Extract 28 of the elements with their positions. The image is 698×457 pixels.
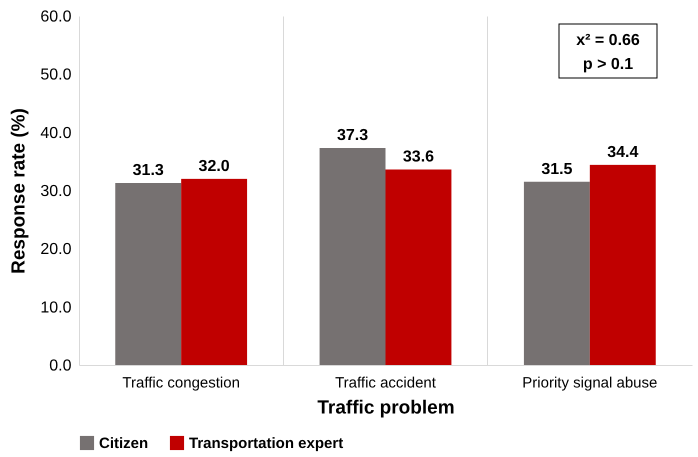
y-tick-label: 30.0 <box>40 183 72 200</box>
legend-label: Transportation expert <box>189 435 344 452</box>
x-tick-label: Traffic accident <box>335 374 437 392</box>
data-label: 37.3 <box>336 127 368 144</box>
data-label: 34.4 <box>607 144 638 161</box>
annotation: p > 0.1 <box>582 56 634 73</box>
x-tick-label: Priority signal abuse <box>522 374 658 392</box>
data-label: 32.0 <box>198 158 230 175</box>
y-tick-label: 0.0 <box>49 358 72 374</box>
data-label: 31.5 <box>541 160 573 178</box>
x-tick-label: Traffic congestion <box>122 374 240 392</box>
x-axis-title: Traffic problem <box>317 398 455 418</box>
legend-label: Citizen <box>99 435 148 452</box>
data-label: 33.6 <box>402 148 434 166</box>
y-axis-title: Response rate (%) <box>8 108 30 274</box>
bar <box>590 164 656 365</box>
bar <box>115 182 182 365</box>
bar <box>524 182 590 365</box>
bar <box>386 170 452 365</box>
y-tick-label: 10.0 <box>40 299 72 316</box>
y-tick-label: 60.0 <box>40 8 72 26</box>
annotation: x² = 0.66 <box>576 32 640 49</box>
bar <box>320 148 386 365</box>
data-label: 31.3 <box>132 162 164 179</box>
y-tick-label: 50.0 <box>40 66 72 84</box>
y-tick-label: 40.0 <box>40 124 72 142</box>
y-tick-label: 20.0 <box>40 241 72 258</box>
bar <box>181 178 248 365</box>
